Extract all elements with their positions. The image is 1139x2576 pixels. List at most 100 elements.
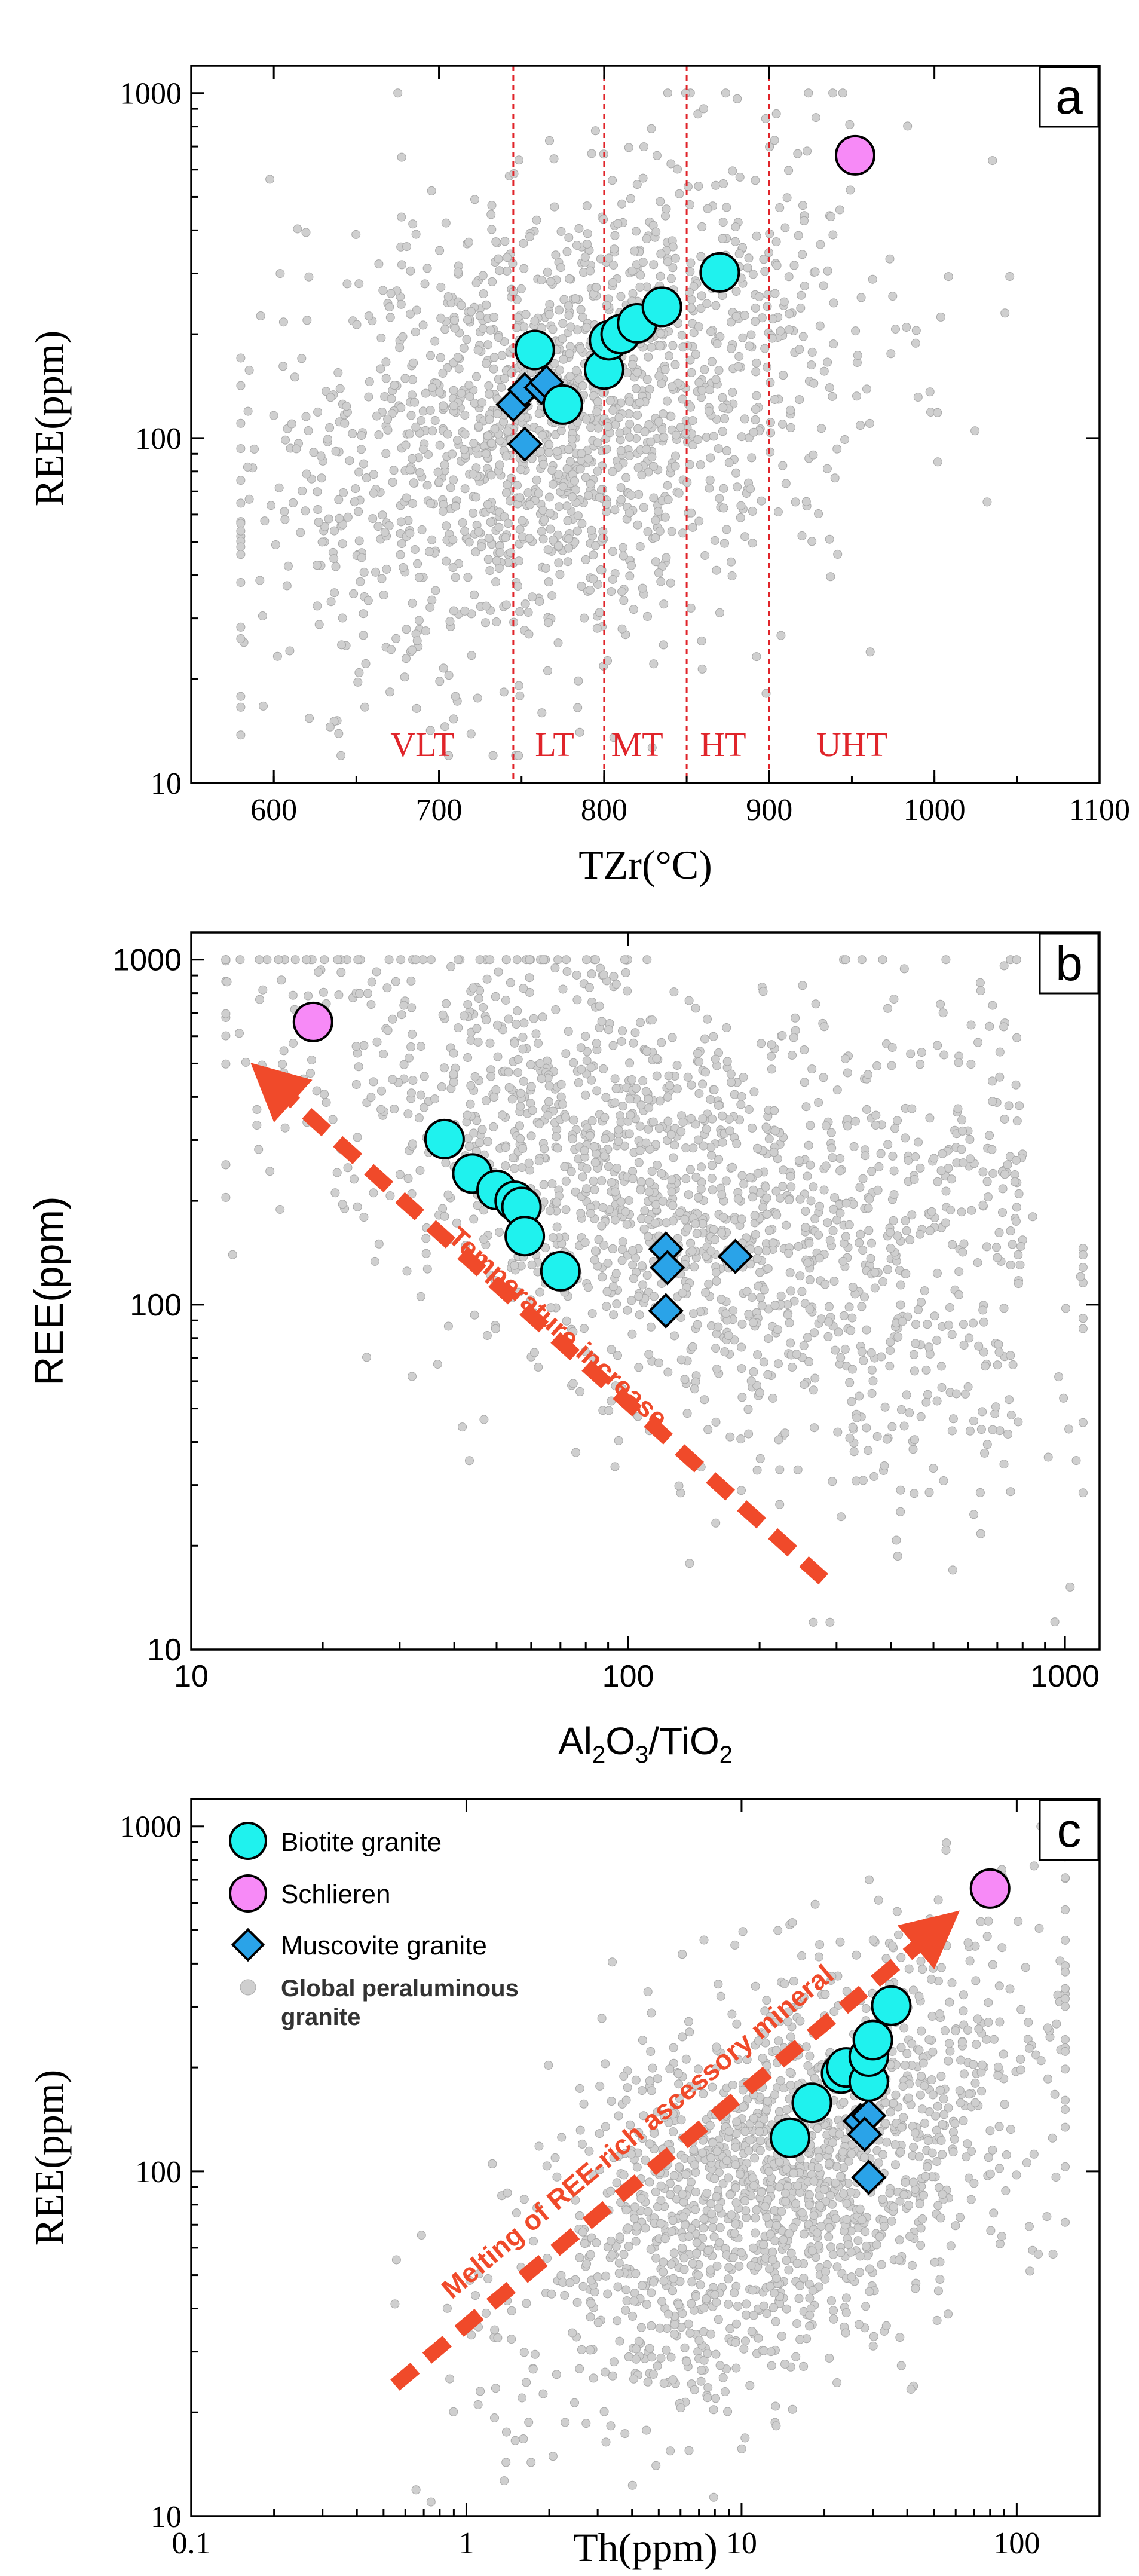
global-granite-point <box>733 482 742 492</box>
global-granite-point <box>932 1268 942 1278</box>
global-granite-point <box>976 1529 985 1538</box>
x-tick-label: 1000 <box>904 793 966 827</box>
global-granite-point <box>708 1185 717 1195</box>
global-granite-point <box>526 2458 536 2467</box>
global-granite-point <box>824 1302 834 1311</box>
global-granite-point <box>390 381 399 390</box>
global-granite-point <box>582 323 592 332</box>
global-granite-point <box>565 2278 575 2287</box>
global-granite-point <box>647 2321 656 2330</box>
global-granite-point <box>629 1274 638 1283</box>
global-granite-point <box>537 276 546 284</box>
global-granite-point <box>670 461 680 471</box>
global-granite-point <box>811 113 820 123</box>
global-granite-point <box>382 564 391 574</box>
global-granite-point <box>819 366 829 376</box>
global-granite-point <box>822 1121 831 1131</box>
global-granite-point <box>430 416 440 425</box>
global-granite-point <box>881 2321 891 2330</box>
global-granite-point <box>882 2137 892 2147</box>
global-granite-point <box>540 515 549 525</box>
global-granite-point <box>800 1078 809 1087</box>
global-granite-point <box>819 2185 829 2194</box>
global-granite-point <box>686 1238 696 1248</box>
global-granite-point <box>773 1359 783 1369</box>
global-granite-point <box>936 2085 945 2095</box>
global-granite-point <box>909 1350 918 1359</box>
global-granite-point <box>988 1425 997 1434</box>
global-granite-point <box>771 237 781 247</box>
global-granite-point <box>677 331 687 340</box>
zone-label: UHT <box>816 725 887 764</box>
global-granite-point <box>735 2170 745 2179</box>
global-granite-point <box>684 996 694 1005</box>
global-granite-point <box>760 344 770 353</box>
global-granite-point <box>758 987 768 996</box>
global-granite-point <box>408 1076 418 1085</box>
global-granite-point <box>846 2247 856 2257</box>
global-granite-point <box>1076 1272 1085 1281</box>
global-granite-point <box>614 2258 624 2268</box>
global-granite-point <box>411 422 421 432</box>
global-granite-point <box>221 1059 231 1069</box>
global-granite-point <box>712 2297 721 2307</box>
global-granite-point <box>581 473 590 482</box>
global-granite-point <box>314 967 323 977</box>
global-granite-point <box>829 2314 838 2324</box>
global-granite-point <box>503 519 513 528</box>
global-granite-point <box>870 1268 880 1277</box>
global-granite-point <box>795 2281 805 2290</box>
global-granite-point <box>482 974 492 984</box>
global-granite-point <box>228 1250 237 1259</box>
global-granite-point <box>744 253 754 263</box>
global-granite-point <box>575 344 585 353</box>
global-granite-point <box>657 425 667 435</box>
global-granite-point <box>265 1167 275 1176</box>
global-granite-point <box>280 1123 290 1133</box>
global-granite-point <box>454 364 464 374</box>
global-granite-point <box>556 263 565 273</box>
global-granite-point <box>587 1116 597 1125</box>
global-granite-point <box>849 1142 859 1151</box>
global-granite-point <box>381 357 391 367</box>
global-granite-point <box>669 2274 678 2283</box>
global-granite-point <box>250 444 259 454</box>
global-granite-point <box>916 1956 926 1966</box>
global-granite-point <box>727 317 736 327</box>
global-granite-point <box>663 481 672 490</box>
global-granite-point <box>514 155 523 165</box>
global-granite-point <box>986 2226 996 2235</box>
global-granite-point <box>951 1389 961 1399</box>
global-granite-point <box>920 2118 930 2128</box>
global-granite-point <box>806 1160 815 1170</box>
global-granite-point <box>464 1142 474 1151</box>
global-granite-point <box>795 1194 805 1204</box>
global-granite-point <box>901 1133 910 1143</box>
global-granite-point <box>751 1230 760 1239</box>
global-granite-point <box>696 2280 705 2290</box>
global-granite-point <box>501 451 511 461</box>
global-granite-point <box>800 282 809 290</box>
global-granite-point <box>589 1142 599 1151</box>
global-granite-point <box>862 1325 871 1335</box>
global-granite-point <box>697 664 707 674</box>
global-granite-point <box>526 1082 536 1091</box>
global-granite-point <box>988 1960 997 1969</box>
global-granite-point <box>920 2081 929 2091</box>
global-granite-point <box>221 1031 231 1041</box>
global-granite-point <box>994 1228 1004 1237</box>
global-granite-point <box>865 1875 874 1884</box>
global-granite-point <box>795 2016 805 2026</box>
global-granite-point <box>426 2497 436 2507</box>
global-granite-point <box>645 2344 654 2353</box>
global-granite-point <box>608 1244 617 1253</box>
global-granite-point <box>379 1050 388 1058</box>
global-granite-point <box>359 631 368 640</box>
global-granite-point <box>357 431 366 440</box>
global-granite-point <box>390 2299 400 2309</box>
global-granite-point <box>444 671 454 680</box>
global-granite-point <box>916 1163 925 1173</box>
global-granite-point <box>675 2162 684 2172</box>
global-granite-point <box>552 446 562 456</box>
global-granite-point <box>869 2332 878 2341</box>
